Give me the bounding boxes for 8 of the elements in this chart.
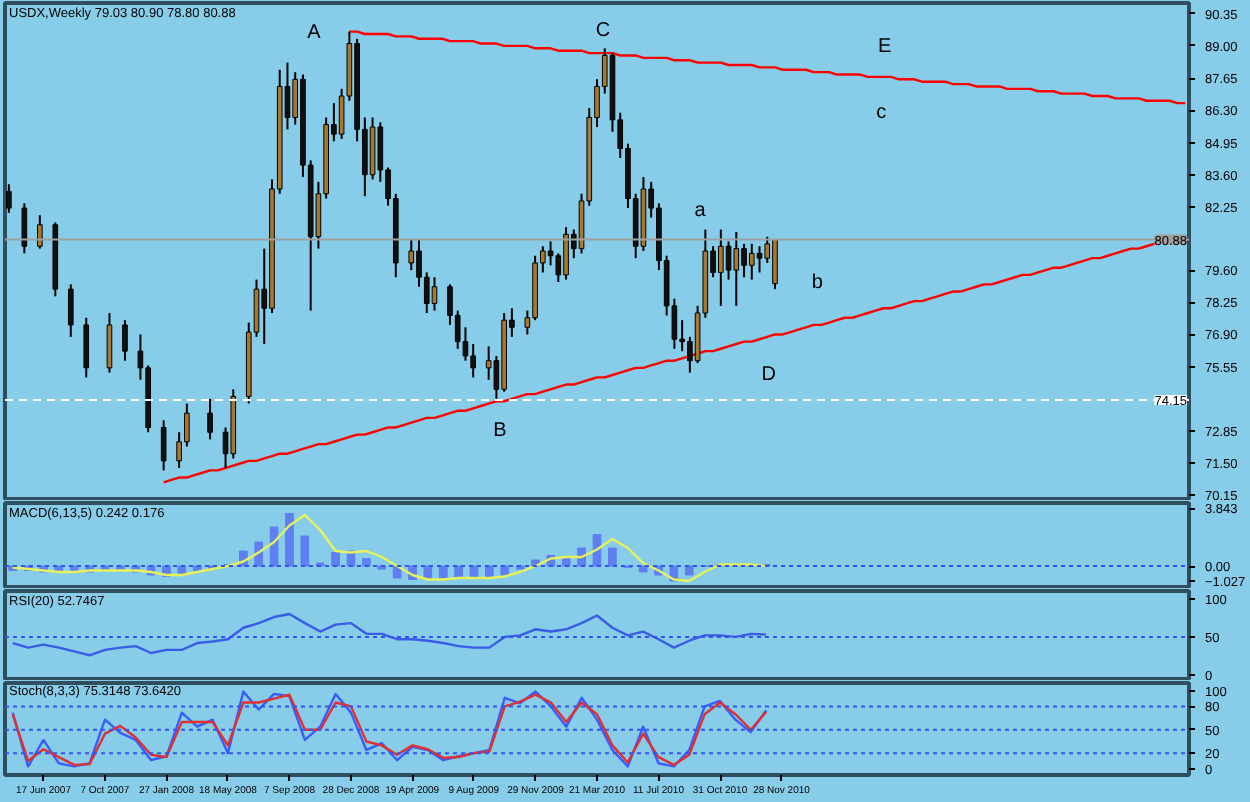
annotation: b (811, 272, 824, 295)
annotation: B (493, 420, 508, 443)
annotation: a (694, 200, 707, 223)
annotation: E (878, 36, 893, 59)
annotation: D (761, 364, 776, 386)
annotation: c (876, 102, 887, 125)
annotation: A (307, 21, 322, 44)
annotation: C (595, 19, 611, 42)
